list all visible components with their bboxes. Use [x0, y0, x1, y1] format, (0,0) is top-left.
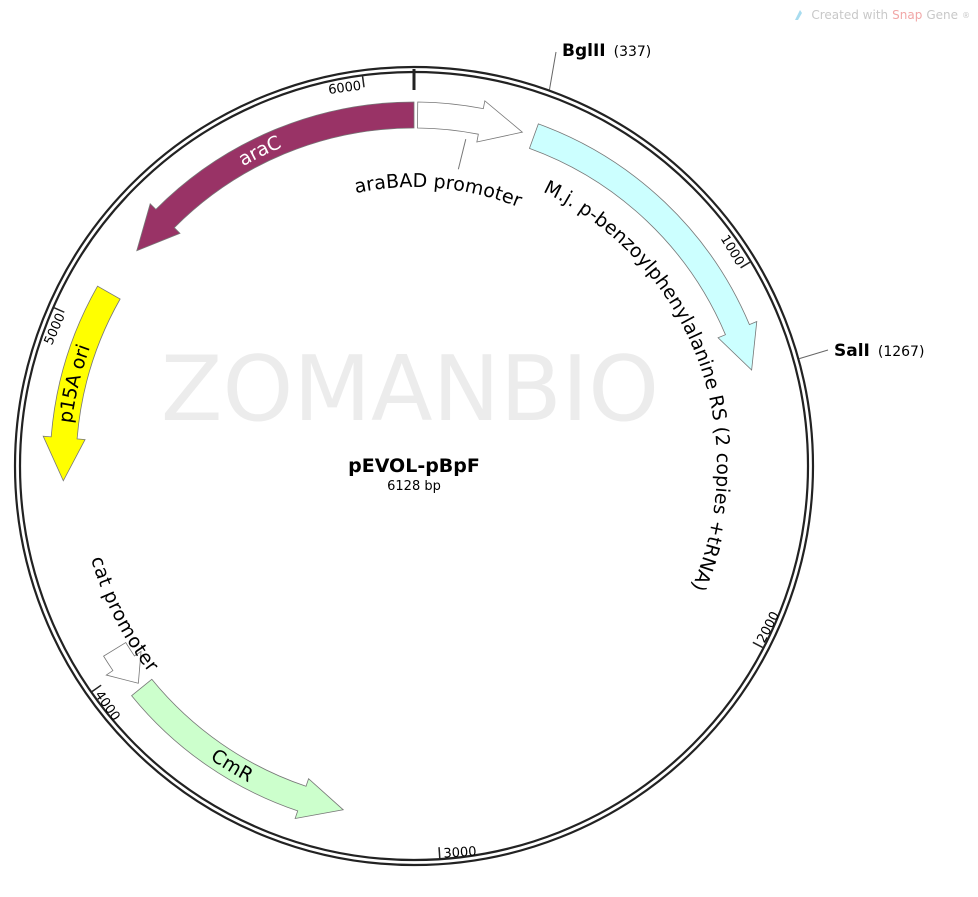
- tick-mark: [53, 307, 65, 313]
- site-leader-line: [548, 51, 557, 90]
- site-label-SalI[interactable]: SalI (1267): [834, 341, 924, 361]
- plasmid-length: 6128 bp: [387, 479, 441, 494]
- restriction-sites: BglII (337) SalI (1267): [548, 41, 924, 361]
- feature-cmr[interactable]: CmR: [131, 678, 345, 820]
- feature-leader-line: [457, 138, 467, 170]
- plasmid-name: pEVOL-pBpF: [348, 455, 480, 477]
- feature-arrow[interactable]: [103, 641, 142, 684]
- site-position: (1267): [878, 344, 925, 360]
- site-name: BglII: [562, 41, 606, 61]
- snapgene-credit: Created with Snap Gene ®: [793, 8, 970, 22]
- credit-reg: ®: [962, 10, 970, 20]
- feature-arrow[interactable]: [42, 285, 121, 482]
- credit-brand-snap: Snap: [892, 8, 923, 22]
- tick-mark: [438, 847, 441, 859]
- feature-arrow[interactable]: [131, 678, 345, 820]
- feature-arrow[interactable]: [528, 123, 758, 371]
- tick-mark: [740, 261, 751, 269]
- site-position: (337): [614, 44, 652, 60]
- credit-brand-gene: Gene: [926, 8, 958, 22]
- tick-mark: [91, 684, 102, 693]
- tick-label: 6000: [327, 79, 362, 98]
- tick-label: 3000: [443, 844, 477, 861]
- tick-mark: [752, 641, 763, 649]
- watermark: ZOMANBIO: [161, 337, 659, 442]
- tick-mark: [361, 76, 365, 88]
- feature-label: araBAD promoter: [353, 170, 526, 212]
- site-name: SalI: [834, 341, 870, 361]
- credit-prefix: Created with: [811, 8, 889, 22]
- feature-cat[interactable]: cat promoter: [87, 554, 164, 684]
- site-leader-line: [799, 349, 829, 360]
- site-label-BglII[interactable]: BglII (337): [562, 41, 651, 61]
- tick-label: 5000: [42, 311, 69, 347]
- snapgene-logo-icon: [795, 10, 803, 20]
- feature-arrow[interactable]: [136, 101, 415, 252]
- backbone-outer: [13, 65, 815, 867]
- feature-arrow[interactable]: [417, 100, 524, 143]
